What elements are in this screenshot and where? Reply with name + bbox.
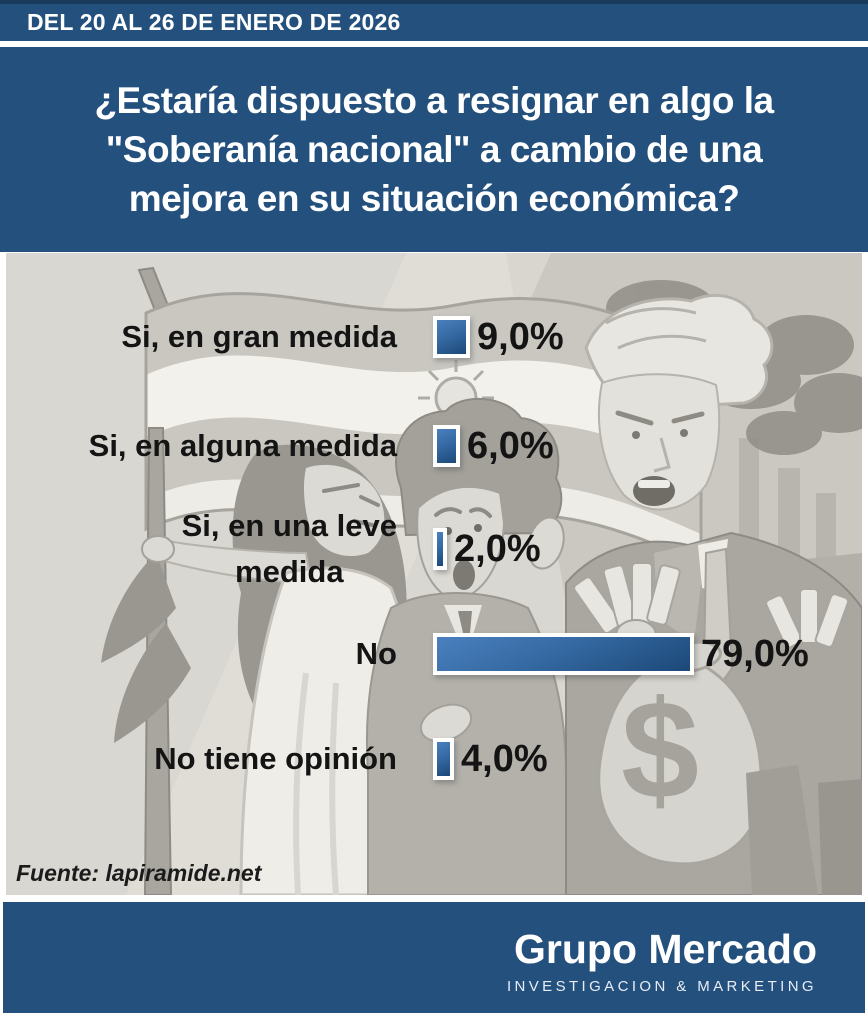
date-banner: DEL 20 AL 26 DE ENERO DE 2026 [0, 0, 868, 41]
trump-leg-graphic [746, 765, 818, 895]
bar-no [433, 633, 694, 675]
chart-area: $ Si, en gran medida 9,0% Si, en alguna … [6, 253, 862, 895]
poll-question-line-3: mejora en su situación económica? [128, 178, 740, 219]
value-label: 2,0% [454, 527, 541, 570]
value-label: 9,0% [477, 315, 564, 358]
chart-row: Si, en alguna medida 6,0% [6, 425, 862, 467]
trump-caricature-graphic: $ [565, 293, 862, 895]
value-label: 4,0% [461, 737, 548, 780]
poll-question-line-1: ¿Estaría dispuesto a resignar en algo la [94, 80, 774, 121]
background-illustration: $ [6, 253, 862, 895]
bar-no-tiene-opinion [433, 738, 454, 780]
category-label: Si, en alguna medida [88, 428, 397, 463]
source-credit: Fuente: lapiramide.net [16, 860, 262, 886]
money-bills-graphic [573, 562, 850, 649]
chart-row: No tiene opinión 4,0% [6, 738, 862, 780]
brand-name: Grupo Mercado [514, 926, 817, 972]
category-label: Si, en gran medida [121, 319, 397, 354]
date-range-text: DEL 20 AL 26 DE ENERO DE 2026 [27, 9, 401, 35]
category-label: No tiene opinión [154, 741, 397, 776]
poll-question-line-2: "Soberanía nacional" a cambio de una [105, 129, 763, 170]
value-label: 79,0% [701, 632, 809, 675]
brand-tagline: INVESTIGACION & MARKETING [506, 978, 817, 995]
poll-question: ¿Estaría dispuesto a resignar en algo la… [94, 76, 774, 223]
trump-leg-graphic-2 [818, 779, 862, 895]
chart-row: Si, en gran medida 9,0% [6, 316, 862, 358]
question-title-block: ¿Estaría dispuesto a resignar en algo la… [0, 47, 868, 252]
bar-si-leve-medida [433, 528, 447, 570]
dollar-sign-glyph: $ [621, 671, 699, 828]
value-label: 6,0% [467, 424, 554, 467]
chart-row: Si, en una leve medida 2,0% [6, 508, 862, 589]
separator-line [0, 41, 868, 47]
bar-si-alguna-medida [433, 425, 460, 467]
chart-row: No 79,0% [6, 633, 862, 675]
category-label: No [355, 636, 397, 671]
bar-si-gran-medida [433, 316, 470, 358]
category-label: Si, en una leve medida [6, 508, 397, 589]
brand-footer: Grupo Mercado INVESTIGACION & MARKETING [3, 902, 865, 1013]
